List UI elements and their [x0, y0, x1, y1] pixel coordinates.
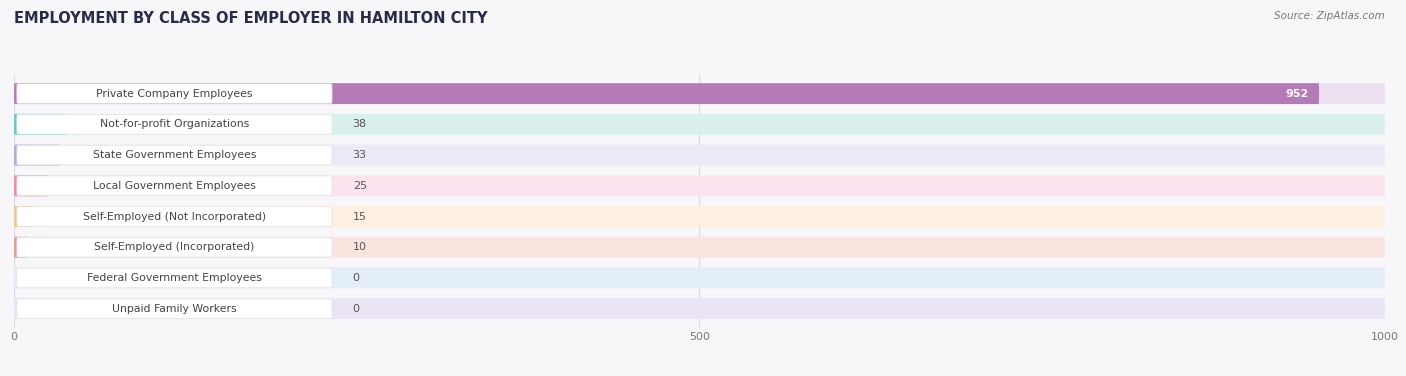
Text: Local Government Employees: Local Government Employees — [93, 181, 256, 191]
FancyBboxPatch shape — [14, 298, 1385, 319]
Text: Source: ZipAtlas.com: Source: ZipAtlas.com — [1274, 11, 1385, 21]
FancyBboxPatch shape — [14, 114, 1385, 135]
FancyBboxPatch shape — [17, 115, 332, 134]
FancyBboxPatch shape — [14, 145, 59, 165]
Text: 15: 15 — [353, 212, 367, 221]
FancyBboxPatch shape — [14, 83, 1385, 104]
FancyBboxPatch shape — [17, 237, 332, 257]
FancyBboxPatch shape — [17, 176, 332, 196]
Text: Not-for-profit Organizations: Not-for-profit Organizations — [100, 119, 249, 129]
Text: EMPLOYMENT BY CLASS OF EMPLOYER IN HAMILTON CITY: EMPLOYMENT BY CLASS OF EMPLOYER IN HAMIL… — [14, 11, 488, 26]
FancyBboxPatch shape — [14, 175, 1385, 196]
Text: 10: 10 — [353, 242, 367, 252]
FancyBboxPatch shape — [17, 268, 332, 288]
FancyBboxPatch shape — [17, 299, 332, 318]
Text: 38: 38 — [353, 119, 367, 129]
Text: Self-Employed (Incorporated): Self-Employed (Incorporated) — [94, 242, 254, 252]
Text: State Government Employees: State Government Employees — [93, 150, 256, 160]
Text: 0: 0 — [353, 304, 360, 314]
FancyBboxPatch shape — [14, 267, 1385, 288]
FancyBboxPatch shape — [14, 83, 1319, 104]
FancyBboxPatch shape — [14, 114, 66, 135]
FancyBboxPatch shape — [14, 206, 1385, 227]
Text: Private Company Employees: Private Company Employees — [96, 89, 253, 99]
FancyBboxPatch shape — [14, 237, 28, 258]
FancyBboxPatch shape — [14, 145, 1385, 165]
FancyBboxPatch shape — [14, 175, 48, 196]
Text: 25: 25 — [353, 181, 367, 191]
FancyBboxPatch shape — [17, 207, 332, 226]
Text: Self-Employed (Not Incorporated): Self-Employed (Not Incorporated) — [83, 212, 266, 221]
Text: 33: 33 — [353, 150, 367, 160]
Text: Federal Government Employees: Federal Government Employees — [87, 273, 262, 283]
Text: 0: 0 — [353, 273, 360, 283]
FancyBboxPatch shape — [17, 84, 332, 103]
FancyBboxPatch shape — [17, 145, 332, 165]
FancyBboxPatch shape — [14, 237, 1385, 258]
Text: 952: 952 — [1285, 89, 1308, 99]
Text: Unpaid Family Workers: Unpaid Family Workers — [112, 304, 236, 314]
FancyBboxPatch shape — [14, 206, 35, 227]
